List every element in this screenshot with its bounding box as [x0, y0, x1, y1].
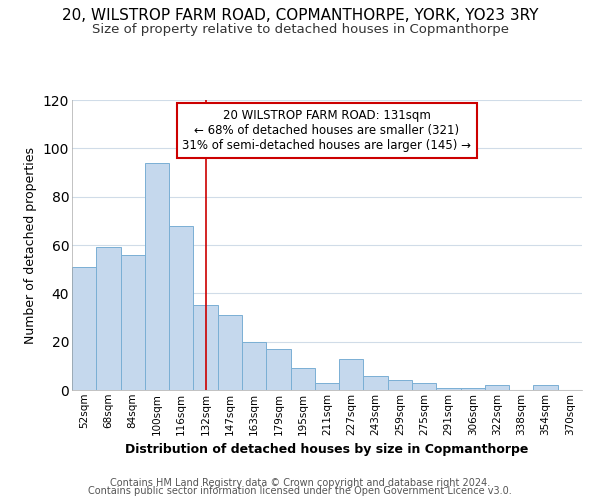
Text: 20, WILSTROP FARM ROAD, COPMANTHORPE, YORK, YO23 3RY: 20, WILSTROP FARM ROAD, COPMANTHORPE, YO… [62, 8, 538, 22]
Bar [266, 349, 290, 390]
Bar [533, 385, 558, 390]
Bar [461, 388, 485, 390]
Bar [436, 388, 461, 390]
Bar [315, 383, 339, 390]
Bar [290, 368, 315, 390]
Bar [145, 163, 169, 390]
Bar [388, 380, 412, 390]
Text: Contains public sector information licensed under the Open Government Licence v3: Contains public sector information licen… [88, 486, 512, 496]
Bar [412, 383, 436, 390]
X-axis label: Distribution of detached houses by size in Copmanthorpe: Distribution of detached houses by size … [125, 443, 529, 456]
Bar [218, 315, 242, 390]
Bar [72, 267, 96, 390]
Bar [485, 385, 509, 390]
Y-axis label: Number of detached properties: Number of detached properties [24, 146, 37, 344]
Bar [339, 358, 364, 390]
Text: Contains HM Land Registry data © Crown copyright and database right 2024.: Contains HM Land Registry data © Crown c… [110, 478, 490, 488]
Text: Size of property relative to detached houses in Copmanthorpe: Size of property relative to detached ho… [91, 22, 509, 36]
Text: 20 WILSTROP FARM ROAD: 131sqm
← 68% of detached houses are smaller (321)
31% of : 20 WILSTROP FARM ROAD: 131sqm ← 68% of d… [182, 108, 472, 152]
Bar [193, 306, 218, 390]
Bar [169, 226, 193, 390]
Bar [242, 342, 266, 390]
Bar [96, 248, 121, 390]
Bar [121, 254, 145, 390]
Bar [364, 376, 388, 390]
